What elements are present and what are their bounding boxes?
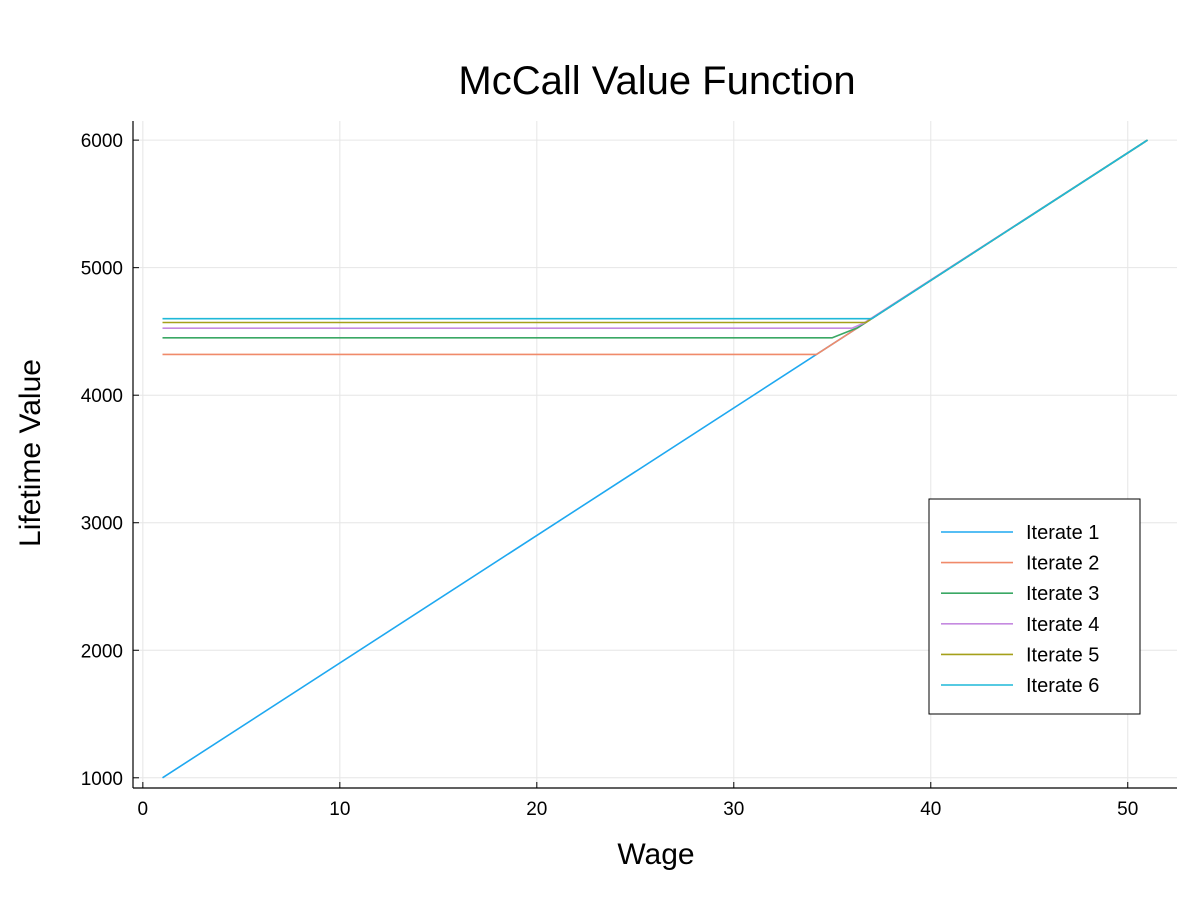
y-tick-label: 1000 [81,769,123,790]
legend-box [928,498,1141,715]
y-tick-label: 3000 [81,514,123,535]
y-tick-label: 2000 [81,641,123,662]
y-tick-label: 6000 [81,131,123,152]
series-line-iterate-5 [162,139,1148,324]
y-tick-label: 4000 [81,386,123,407]
grid [133,121,1177,788]
legend-label-iterate-1: Iterate 1 [1026,522,1099,544]
x-tick-label: 10 [329,799,350,820]
x-tick-label: 20 [526,799,547,820]
y-axis-label: Lifetime Value [14,359,47,547]
legend-label-iterate-6: Iterate 6 [1026,675,1099,697]
series-line-iterate-3 [162,139,1148,339]
x-tick-label: 0 [138,799,149,820]
legend-label-iterate-4: Iterate 4 [1026,614,1099,636]
ticks: 0 10 20 30 40 50 1000 2000 3000 4000 5000 6000 [81,131,1139,820]
legend-label-iterate-3: Iterate 3 [1026,583,1099,605]
y-tick-label: 5000 [81,259,123,280]
series-line-iterate-6 [162,139,1148,320]
x-tick-label: 50 [1117,799,1138,820]
x-tick-label: 40 [920,799,941,820]
chart-title: McCall Value Function [458,59,855,103]
x-tick-label: 30 [723,799,744,820]
legend-label-iterate-2: Iterate 2 [1026,553,1099,575]
series-line-iterate-4 [162,139,1148,330]
series-lines [162,139,1148,779]
legend: Iterate 1 Iterate 2 Iterate 3 Iterate 4 Iter… [928,498,1141,715]
legend-label-iterate-5: Iterate 5 [1026,644,1099,666]
x-axis-label: Wage [617,838,694,871]
